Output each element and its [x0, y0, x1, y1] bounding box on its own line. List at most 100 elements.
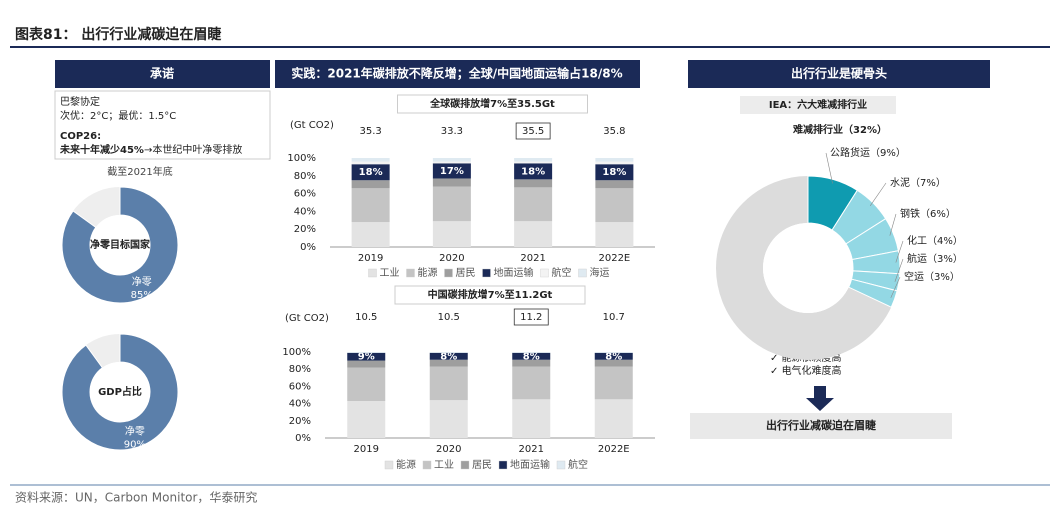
x-tick-label: 2021 [520, 253, 545, 264]
subtitle-box [740, 96, 896, 114]
bullet: ✓ 电气化难度高 [770, 364, 842, 377]
panel-header [55, 60, 270, 88]
bar-segment [594, 359, 633, 367]
bar-segment [432, 186, 471, 222]
y-tick-label: 0% [295, 433, 311, 444]
slice-category: 水泥 [890, 176, 910, 189]
legend-label: 地面运输 [494, 266, 534, 279]
y-tick-label: 20% [289, 416, 311, 427]
slice-label: 钢铁（6%） [900, 207, 956, 220]
slice-label: 净零 [125, 425, 145, 438]
total-label: 33.3 [441, 126, 463, 137]
box-rest: →本世纪中叶净零排放 [144, 143, 242, 156]
slice-label: 公路货运（9%） [830, 146, 906, 159]
y-tick-label: 20% [294, 224, 316, 235]
page-title: 图表81： 出行行业减碳迫在眉睫 [15, 26, 221, 43]
legend-label: 海运 [590, 266, 610, 279]
bar-segment [514, 163, 553, 180]
bar-segment [429, 352, 468, 353]
leader-line [869, 182, 887, 206]
leader-line [894, 258, 904, 282]
slice-value: 90% [124, 440, 146, 451]
legend-swatch [406, 268, 415, 278]
legend-label: 航空 [552, 266, 572, 279]
conclusion: 出行行业减碳迫在眉睫 [766, 418, 876, 432]
slice-label: 化工（4%） [907, 234, 963, 247]
bar-segment [595, 164, 634, 181]
bar-segment [429, 352, 468, 360]
box-line: COP26: [60, 131, 101, 142]
panel-header [275, 60, 640, 88]
bar-segment [432, 161, 471, 164]
bar-segment [347, 367, 386, 402]
bar-segment [514, 221, 553, 247]
slice-value: （4%） [927, 235, 963, 247]
slice-value: （3%） [924, 271, 960, 283]
bar-value-label: 9% [358, 352, 375, 363]
slice-category: 航运 [907, 252, 927, 265]
bullet-text: 电气化难度高 [782, 364, 842, 377]
bar-segment [514, 161, 553, 164]
bar-segment [594, 399, 633, 438]
leader-line [890, 276, 901, 298]
legend-label: 地面运输 [510, 458, 550, 471]
subtitle-box [394, 285, 586, 305]
bar-value-label: 18% [602, 167, 626, 178]
slice-value: （6%） [920, 208, 956, 220]
bar-value-label: 17% [440, 166, 464, 177]
panel-title: 承诺 [150, 66, 174, 81]
total-highlight [515, 122, 551, 140]
leader-line [825, 152, 833, 184]
total-label: 10.7 [603, 312, 625, 323]
bar-segment [595, 188, 634, 223]
unit-label: (Gt CO2) [285, 313, 329, 324]
bar-segment [594, 352, 633, 353]
total-label: 35.8 [603, 126, 625, 137]
x-tick-label: 2021 [519, 444, 544, 455]
bar-segment [429, 400, 468, 438]
legend-swatch [578, 268, 587, 278]
bar-segment [429, 366, 468, 401]
bar-value-label: 18% [521, 166, 545, 177]
y-tick-label: 0% [300, 242, 316, 253]
bar-segment [594, 352, 633, 360]
bar-segment [347, 360, 386, 368]
arrow [806, 386, 834, 411]
legend-label: 航空 [568, 458, 588, 471]
center-label: 净零目标国家 [90, 238, 151, 251]
legend-swatch [444, 268, 453, 278]
total-label: 35.5 [522, 126, 544, 137]
x-tick-label: 2019 [354, 444, 379, 455]
y-tick-label: 100% [282, 347, 311, 358]
bar-segment [347, 352, 386, 353]
legend-swatch [482, 268, 491, 278]
subtitle: IEA：六大难减排行业 [769, 98, 867, 111]
note: 截至2021年底 [107, 165, 172, 178]
slice-label: 航运（3%） [907, 252, 963, 265]
total-label: 10.5 [355, 312, 377, 323]
bar-segment [432, 163, 471, 179]
bar-segment [594, 366, 633, 400]
bar-segment [347, 352, 386, 361]
panel-title: 实践：2021年碳排放不降反增；全球/中国地面运输占18/8% [291, 66, 622, 81]
bar-segment [595, 161, 634, 165]
slice-category: 公路货运 [830, 146, 870, 159]
slice-value: （7%） [910, 177, 946, 189]
donut-hole [763, 223, 853, 313]
bar-segment [432, 178, 471, 187]
box-bold: 未来十年减少45% [59, 143, 144, 156]
y-tick-label: 40% [289, 399, 311, 410]
total-label: 11.2 [520, 312, 542, 323]
slice-label: 水泥（7%） [890, 176, 946, 189]
y-tick-label: 60% [289, 381, 311, 392]
x-tick-label: 2020 [439, 253, 464, 264]
box-line: 未来十年减少45%→本世纪中叶净零排放 [59, 143, 242, 156]
legend-swatch [556, 460, 566, 470]
bar-segment [514, 179, 553, 188]
slice-category: 钢铁 [900, 207, 920, 220]
conclusion-box [690, 413, 952, 439]
panel-header [688, 60, 990, 88]
bar-segment [351, 161, 390, 165]
donut-hole [90, 215, 150, 275]
